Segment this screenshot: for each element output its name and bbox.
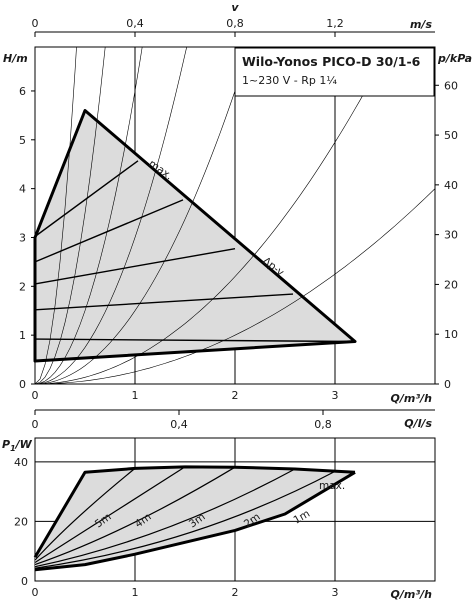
qls-tick-label: 0,4: [170, 418, 188, 431]
kpa-tick-label: 20: [444, 278, 458, 291]
y-tick-label: 6: [19, 85, 26, 98]
power-control-curve: [34, 466, 186, 564]
top-axis-title: v: [231, 1, 239, 14]
operating-envelope: [35, 110, 355, 361]
secondary-y-label: p/kPa: [437, 52, 472, 65]
system-curve: [34, 46, 143, 385]
power-x-tick-label: 3: [332, 586, 339, 599]
system-curve: [34, 46, 77, 385]
power-control-curve: [34, 467, 136, 561]
y-tick-label: 3: [19, 231, 26, 244]
qls-tick-label: 0: [32, 418, 39, 431]
q-ls-label: Q/l/s: [404, 417, 432, 430]
v-tick-label: 1,2: [326, 17, 344, 30]
system-curve: [35, 188, 436, 385]
power-y-tick-label: 0: [21, 575, 28, 588]
power-x-label: Q/m³/h: [391, 588, 433, 600]
control-curve: [34, 293, 294, 311]
kpa-tick-label: 0: [444, 378, 451, 391]
operating-envelope-outline: [33, 109, 357, 363]
kpa-tick-label: 10: [444, 328, 458, 341]
v-tick-label: 0,4: [126, 17, 144, 30]
kpa-tick-label: 60: [444, 79, 458, 92]
control-curve: [34, 160, 139, 238]
power-y-tick-label: 20: [14, 515, 28, 528]
power-x-tick-label: 1: [132, 586, 139, 599]
control-curve: [34, 338, 356, 343]
control-curve: [34, 199, 184, 263]
v-tick-label: 0,8: [226, 17, 244, 30]
x-tick-label: 0: [32, 389, 39, 402]
control-curves: [34, 160, 356, 343]
power-x-tick-label: 2: [232, 586, 239, 599]
system-curve: [34, 46, 106, 385]
power-control-curve: [34, 466, 236, 566]
top-axis-label: m/s: [410, 18, 432, 31]
y-tick-label: 1: [19, 329, 26, 342]
kpa-tick-label: 50: [444, 129, 458, 142]
chart-title: Wilo-Yonos PICO-D 30/1-6: [242, 54, 421, 69]
power-min-curve: [34, 471, 356, 572]
system-curve: [34, 46, 250, 385]
power-y-tick-label: 40: [14, 456, 28, 469]
x-tick-label: 3: [332, 389, 339, 402]
y-axis-label: H/m: [3, 52, 28, 65]
y-tick-label: 2: [19, 280, 26, 293]
kpa-tick-label: 30: [444, 229, 458, 242]
power-max-curve: [33, 465, 356, 558]
power-control-curves: [34, 466, 336, 569]
x-tick-label: 2: [232, 389, 239, 402]
chart-subtitle: 1~230 V - Rp 1¼: [242, 74, 337, 87]
label-max: max.: [319, 480, 345, 492]
power-envelope: [35, 466, 355, 570]
power-x-tick-label: 0: [32, 586, 39, 599]
kpa-tick-label: 40: [444, 179, 458, 192]
control-curve: [34, 248, 236, 285]
title-box: [234, 47, 435, 97]
y-tick-label: 4: [19, 183, 26, 196]
v-tick-label: 0: [32, 17, 39, 30]
x-tick-label: 1: [132, 389, 139, 402]
bottom-tick-labels: 0 1 2 3 0 20 40: [14, 456, 339, 599]
y-tick-label: 5: [19, 134, 26, 147]
system-curve: [34, 46, 187, 385]
qls-tick-label: 0,8: [314, 418, 332, 431]
power-y-label: P1/W: [2, 438, 33, 453]
y-tick-label: 0: [19, 378, 26, 391]
x-axis-label: Q/m³/h: [391, 392, 433, 405]
power-control-curve: [34, 470, 336, 569]
power-control-curve: [34, 468, 296, 568]
